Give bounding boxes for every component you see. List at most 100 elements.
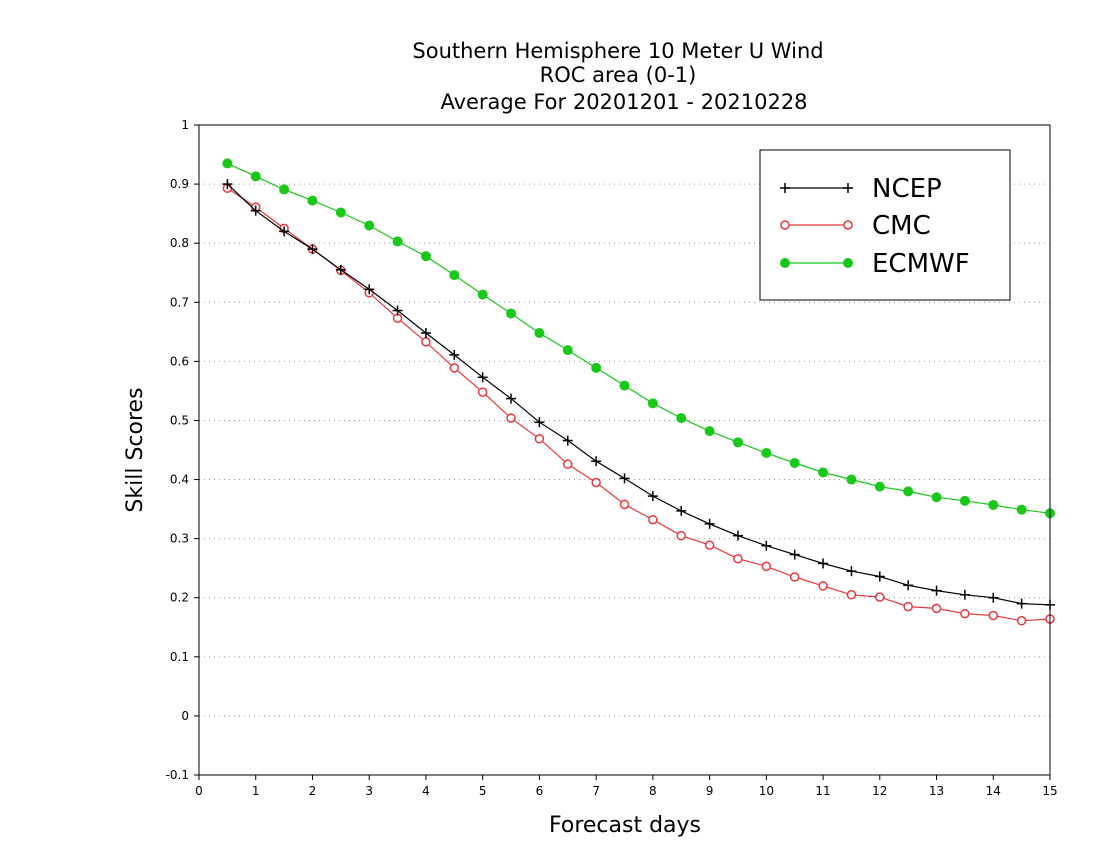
ecmwf-point (959, 495, 970, 506)
plot-frame (198, 124, 1051, 776)
y-tick-label: 0.3 (170, 532, 189, 546)
ecmwf-point (903, 486, 914, 497)
series (222, 158, 1055, 626)
y-tick-label: 0.4 (170, 473, 189, 487)
ecmwf-point (506, 308, 517, 319)
x-tick-label: 10 (759, 784, 774, 798)
y-tick-label: 1 (181, 118, 189, 132)
x-tick-label: 7 (592, 784, 600, 798)
legend-item-ncep: NCEP (780, 174, 942, 204)
ecmwf-point (477, 289, 488, 300)
cmc-point (903, 601, 913, 612)
legend-item-ecmwf: ECMWF (780, 249, 970, 279)
legend-label-cmc: CMC (872, 211, 931, 241)
legend-item-cmc: CMC (780, 211, 931, 241)
x-axis-label: Forecast days (549, 813, 701, 838)
ecmwf-point (761, 447, 772, 458)
x-tick-label: 13 (929, 784, 944, 798)
cmc-point (733, 553, 743, 564)
x-tick-label: 1 (252, 784, 260, 798)
cmc-point (960, 608, 970, 619)
cmc-point (988, 610, 999, 621)
cmc-point (789, 572, 800, 582)
ecmwf-point (789, 458, 800, 468)
chart-title: Southern Hemisphere 10 Meter U Wind ROC … (412, 39, 823, 114)
cmc-point (818, 581, 828, 591)
cmc-point (449, 363, 460, 373)
ecmwf-point (846, 474, 857, 485)
y-tick-label: 0.2 (170, 591, 189, 605)
title-line-1: Southern Hemisphere 10 Meter U Wind (412, 39, 823, 63)
ecmwf-point (1016, 504, 1027, 515)
ecmwf-point (818, 467, 829, 478)
series-ncep (222, 179, 1055, 610)
ecmwf-point (250, 171, 261, 182)
ecmwf-point (364, 220, 375, 231)
legend-marker-cmc (843, 220, 853, 230)
legend-marker-ecmwf (843, 258, 853, 268)
cmc-point (477, 387, 488, 397)
y-tick-label: -0.1 (166, 768, 189, 782)
y-tick-label: 0 (181, 709, 189, 723)
cmc-point (421, 337, 431, 347)
x-tick-label: 3 (365, 784, 373, 798)
y-tick-label: 0.6 (170, 354, 189, 368)
cmc-point (619, 499, 630, 510)
ecmwf-point (222, 158, 233, 169)
x-tick-label: 2 (309, 784, 317, 798)
cmc-point (931, 603, 942, 614)
ecmwf-point (619, 380, 630, 391)
x-tick-label: 0 (195, 784, 203, 798)
ecmwf-point (931, 492, 942, 503)
cmc-point (534, 434, 545, 444)
legend-label-ecmwf: ECMWF (872, 249, 970, 279)
cmc-point (1016, 616, 1027, 626)
cmc-point (704, 540, 715, 550)
cmc-point (563, 459, 573, 469)
y-tick-label: 0.7 (170, 295, 189, 309)
cmc-point (761, 561, 772, 572)
ecmwf-point (732, 437, 743, 448)
title-line-3: Average For 20201201 - 20210228 (440, 90, 807, 114)
x-tick-label: 4 (422, 784, 430, 798)
ecmwf-point (449, 270, 460, 281)
ecmwf-point (279, 184, 290, 195)
ecmwf-point (307, 195, 318, 206)
legend-marker-cmc (780, 220, 790, 230)
ecmwf-point (591, 362, 602, 373)
title-line-2: ROC area (0-1) (540, 63, 697, 87)
ecmwf-point (335, 207, 346, 218)
legend-label-ncep: NCEP (872, 174, 942, 204)
cmc-point (676, 530, 686, 541)
legend-entries: NCEP CMC ECMWF (780, 174, 970, 279)
ecmwf-point (392, 236, 403, 247)
ecmwf-point (676, 413, 687, 424)
ecmwf-point (988, 499, 999, 510)
x-tick-label: 14 (986, 784, 1001, 798)
x-tick-label: 15 (1042, 784, 1057, 798)
y-tick-label: 0.1 (170, 650, 189, 664)
ecmwf-point (562, 345, 573, 356)
y-axis-label: Skill Scores (123, 387, 148, 512)
ecmwf-point (420, 251, 431, 262)
cmc-point (506, 413, 516, 423)
y-tick-label: 0.8 (170, 236, 189, 250)
legend: NCEP CMC ECMWF (759, 149, 1011, 301)
cmc-point (846, 590, 857, 600)
series-ecmwf (222, 158, 1055, 519)
x-tick-label: 6 (536, 784, 544, 798)
x-tick-label: 9 (706, 784, 714, 798)
y-tick-label: 0.5 (170, 413, 189, 427)
legend-marker-ecmwf (780, 258, 790, 268)
axis-ticks: -0.100.10.20.30.40.50.60.70.80.910 1 2 3 4 5 6… (166, 118, 1058, 798)
ecmwf-point (647, 398, 658, 409)
x-tick-label: 8 (649, 784, 657, 798)
ncep-line (226, 183, 1051, 606)
x-tick-label: 11 (815, 784, 830, 798)
cmc-point (648, 514, 658, 525)
cmc-point (591, 477, 601, 488)
x-tick-label: 12 (872, 784, 887, 798)
y-tick-label: 0.9 (170, 177, 189, 191)
ecmwf-point (874, 481, 885, 492)
